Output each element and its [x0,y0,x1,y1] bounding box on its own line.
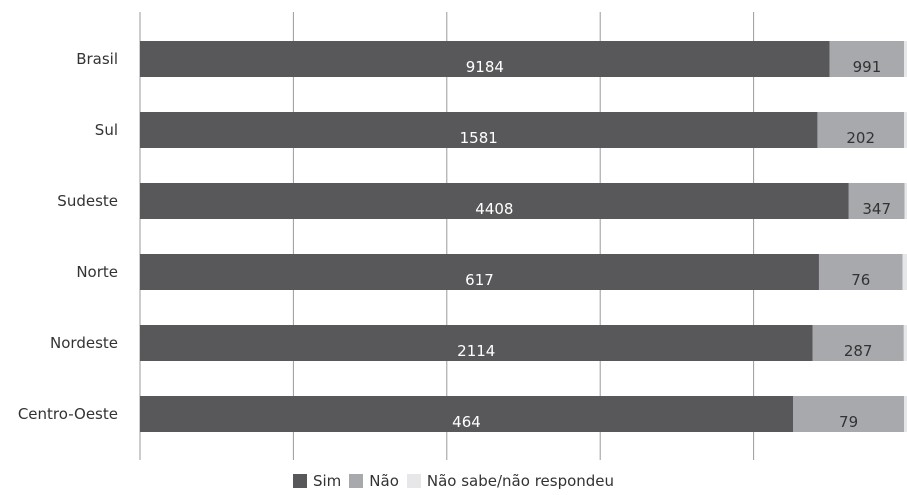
bar-segment [140,183,849,219]
bar-segment [140,41,830,77]
bar-segment [903,325,907,361]
bar-segment [140,254,819,290]
bar-segment [904,41,907,77]
category-label: Sul [95,121,118,139]
value-label: 991 [853,58,882,76]
category-label: Centro-Oeste [18,405,118,423]
legend: Sim Não Não sabe/não respondeu [0,470,907,492]
category-label: Brasil [76,50,118,68]
value-label: 464 [452,413,481,431]
value-label: 202 [846,129,875,147]
category-labels: Brasil Sul Sudeste Norte Nordeste Centro-Oest… [18,50,118,423]
value-label: 2114 [457,342,495,360]
bar-segment [848,183,905,219]
bars [140,41,907,432]
value-label: 617 [465,271,494,289]
bar-segment [902,254,907,290]
bar-segment [817,112,905,148]
legend-swatch-nao [349,474,364,488]
value-label: 287 [844,342,873,360]
legend-swatch-nao-sabe [406,474,421,488]
value-label: 9184 [466,58,504,76]
legend-item-nao-sabe: Não sabe/não respondeu [406,472,615,490]
value-label: 347 [862,200,891,218]
gridlines [139,12,755,460]
value-label: 79 [839,413,858,431]
legend-swatch-sim [292,474,307,488]
bar-segment [818,254,903,290]
bar-segment [904,112,907,148]
bar-segment [904,183,907,219]
value-label: 1581 [460,129,498,147]
legend-item-sim: Sim [292,472,342,490]
bar-segment [904,396,907,432]
value-labels: 9184991381581202744083471561776421142871… [452,58,891,431]
bar-segment [140,112,818,148]
bar-segment [793,396,905,432]
category-label: Norte [76,263,118,281]
bar-segment [140,325,813,361]
legend-item-nao: Não [349,472,399,490]
value-label: 4408 [475,200,513,218]
legend-label-sim: Sim [312,472,342,490]
bar-segment [829,41,905,77]
legend-label-nao-sabe: Não sabe/não respondeu [426,472,615,490]
value-label: 76 [851,271,870,289]
stacked-bar-chart: Brasil Sul Sudeste Norte Nordeste Centro-Oest… [18,12,907,460]
category-label: Nordeste [50,334,118,352]
bar-segment [140,396,794,432]
legend-label-nao: Não [369,472,399,490]
bar-segment [812,325,904,361]
category-label: Sudeste [57,192,118,210]
